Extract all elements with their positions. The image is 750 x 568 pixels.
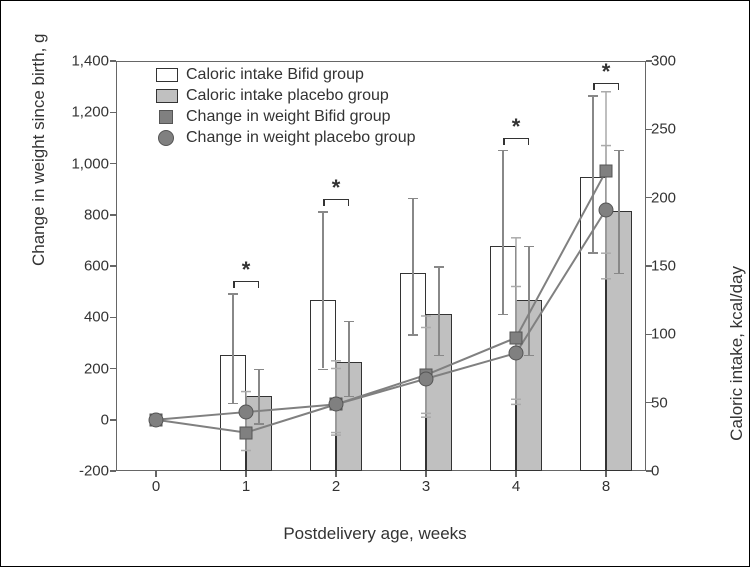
y-left-tick-label: 800 [49, 206, 109, 223]
x-tick-label: 8 [591, 478, 621, 495]
marker-bifid [240, 426, 253, 439]
legend: Caloric intake Bifid group Caloric intak… [156, 66, 416, 150]
legend-label: Caloric intake Bifid group [186, 66, 364, 84]
chart-frame: Change in weight since birth, g Caloric … [0, 0, 750, 567]
x-tick-label: 3 [411, 478, 441, 495]
y-left-tick-label: 200 [49, 360, 109, 377]
legend-swatch-square [159, 110, 173, 124]
y-right-tick-label: 50 [651, 394, 701, 411]
marker-placebo [329, 397, 344, 412]
marker-placebo [149, 412, 164, 427]
y-left-tick-label: 1,000 [49, 155, 109, 172]
legend-entry-placebo-bar: Caloric intake placebo group [156, 87, 416, 105]
significance-star: * [602, 59, 611, 85]
legend-label: Caloric intake placebo group [186, 87, 389, 105]
x-tick-label: 0 [141, 478, 171, 495]
y-left-tick-label: 1,400 [49, 53, 109, 70]
legend-entry-placebo-line: Change in weight placebo group [156, 129, 416, 147]
marker-bifid [600, 165, 613, 178]
legend-entry-bifid-bar: Caloric intake Bifid group [156, 66, 416, 84]
x-axis-label: Postdelivery age, weeks [1, 524, 749, 544]
y-axis-right-label: Caloric intake, kcal/day [727, 266, 747, 441]
legend-swatch-box-gray [156, 89, 178, 103]
y-left-tick-label: 1,200 [49, 104, 109, 121]
y-right-tick-label: 250 [651, 121, 701, 138]
marker-placebo [599, 202, 614, 217]
y-left-tick-label: 400 [49, 309, 109, 326]
significance-star: * [242, 257, 251, 283]
marker-placebo [419, 371, 434, 386]
y-left-tick-label: 600 [49, 258, 109, 275]
x-tick-label: 4 [501, 478, 531, 495]
y-right-tick-label: 0 [651, 463, 701, 480]
y-left-tick-label: -200 [49, 463, 109, 480]
significance-star: * [512, 114, 521, 140]
y-right-tick-label: 150 [651, 258, 701, 275]
legend-swatch-circle [158, 130, 174, 146]
x-tick-label: 2 [321, 478, 351, 495]
legend-entry-bifid-line: Change in weight Bifid group [156, 108, 416, 126]
y-left-tick-label: 0 [49, 411, 109, 428]
y-right-tick-label: 100 [651, 326, 701, 343]
significance-star: * [332, 175, 341, 201]
x-tick-label: 1 [231, 478, 261, 495]
legend-swatch-box-white [156, 68, 178, 82]
marker-placebo [239, 405, 254, 420]
marker-bifid [510, 331, 523, 344]
legend-label: Change in weight placebo group [186, 129, 416, 147]
y-axis-left-label: Change in weight since birth, g [29, 34, 49, 266]
marker-placebo [509, 346, 524, 361]
y-right-tick-label: 200 [651, 189, 701, 206]
legend-label: Change in weight Bifid group [186, 108, 391, 126]
y-right-tick-label: 300 [651, 53, 701, 70]
